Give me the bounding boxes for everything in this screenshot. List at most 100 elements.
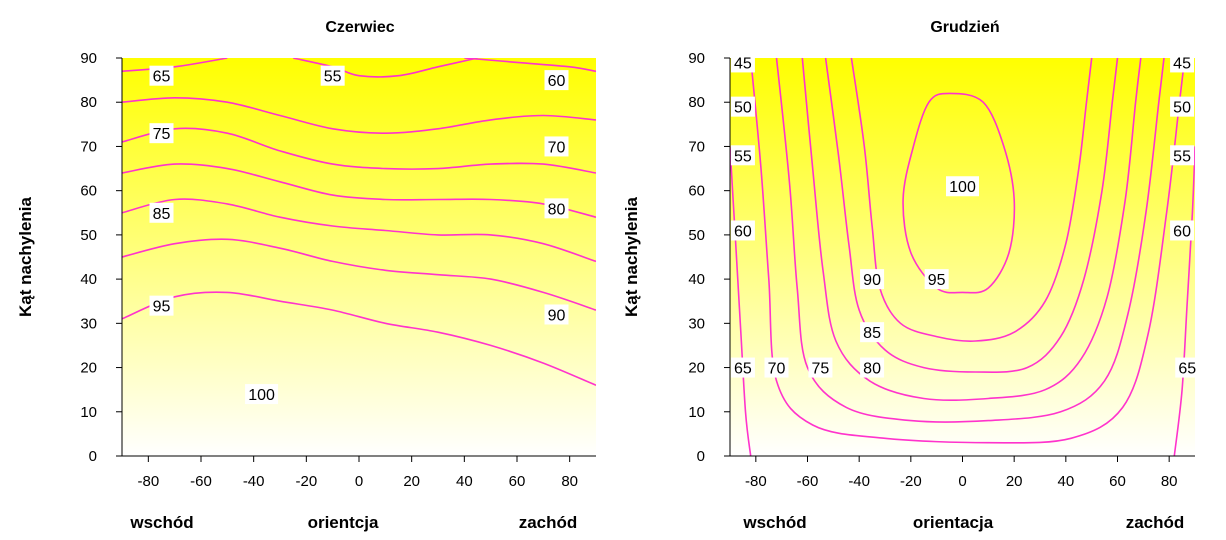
plot-area bbox=[122, 58, 596, 456]
y-tick-label: 0 bbox=[89, 448, 97, 465]
y-tick-label: 0 bbox=[697, 448, 705, 465]
contour-label: 65 bbox=[1178, 361, 1196, 378]
contour-label-bg bbox=[924, 269, 949, 290]
contour-label: 65 bbox=[153, 69, 171, 86]
contour-line-70 bbox=[122, 127, 596, 174]
x-tick-label: 80 bbox=[1161, 473, 1178, 490]
x-label-left: wschód bbox=[742, 513, 806, 532]
contour-label-bg bbox=[544, 304, 569, 325]
x-tick-label: -80 bbox=[745, 473, 767, 490]
x-tick-label: -60 bbox=[797, 473, 819, 490]
x-label-right: zachód bbox=[1126, 513, 1185, 532]
contour-label: 85 bbox=[863, 325, 881, 342]
contour-label: 100 bbox=[248, 387, 275, 404]
contour-lines bbox=[730, 58, 1195, 456]
y-tick-label: 20 bbox=[80, 360, 97, 377]
contour-label: 75 bbox=[153, 126, 171, 143]
contour-label: 75 bbox=[812, 361, 830, 378]
contour-label-bg bbox=[730, 357, 755, 378]
contour-line-75 bbox=[122, 163, 596, 218]
contour-label-bg bbox=[808, 357, 833, 378]
x-ticks: -80 -60 -40 -20 0 20 40 60 80 bbox=[745, 456, 1178, 490]
y-ticks: 0 10 20 30 40 50 60 70 80 90 bbox=[80, 50, 122, 465]
contour-label-bg bbox=[730, 52, 755, 73]
x-tick-label: -80 bbox=[137, 473, 159, 490]
contour-label: 95 bbox=[928, 272, 946, 289]
y-tick-label: 50 bbox=[80, 227, 97, 244]
contour-label: 60 bbox=[1173, 223, 1191, 240]
contour-label: 55 bbox=[324, 69, 342, 86]
contour-label-bg bbox=[1175, 357, 1200, 378]
contour-label: 70 bbox=[548, 139, 566, 156]
x-tick-label: 0 bbox=[958, 473, 966, 490]
x-tick-label: 40 bbox=[456, 473, 473, 490]
y-tick-label: 60 bbox=[80, 183, 97, 200]
contour-line-80 bbox=[122, 198, 596, 263]
x-label-center: orientacja bbox=[913, 513, 994, 532]
contour-label-bg bbox=[544, 70, 569, 91]
contour-line-60 bbox=[122, 58, 228, 73]
contour-labels: 65 55 60 75 70 85 80 95 90 100 bbox=[149, 65, 569, 405]
contour-label-bg bbox=[860, 322, 885, 343]
contour-label: 45 bbox=[1173, 55, 1191, 72]
contour-label: 100 bbox=[949, 179, 976, 196]
y-tick-label: 80 bbox=[80, 94, 97, 111]
x-label-left: wschód bbox=[129, 513, 193, 532]
x-tick-label: 60 bbox=[509, 473, 526, 490]
x-tick-label: -20 bbox=[295, 473, 317, 490]
contour-line-90 bbox=[122, 291, 596, 386]
contour-label-bg bbox=[1170, 220, 1195, 241]
contour-label-bg bbox=[1170, 145, 1195, 166]
contour-label-bg bbox=[544, 198, 569, 219]
contour-label: 55 bbox=[1173, 148, 1191, 165]
contour-line-70 bbox=[749, 58, 1186, 444]
contour-label-bg bbox=[764, 357, 789, 378]
x-tick-label: 20 bbox=[403, 473, 420, 490]
x-tick-label: 40 bbox=[1057, 473, 1074, 490]
contour-label: 90 bbox=[863, 272, 881, 289]
y-tick-label: 10 bbox=[80, 404, 97, 421]
contour-line-65 bbox=[122, 96, 596, 135]
contour-line-60 bbox=[464, 58, 596, 73]
contour-line-85 bbox=[824, 58, 1119, 373]
contour-label: 60 bbox=[734, 223, 752, 240]
contour-label-bg bbox=[1170, 96, 1195, 117]
contour-label-bg bbox=[730, 145, 755, 166]
contour-label: 80 bbox=[863, 361, 881, 378]
contour-labels: 45 45 50 50 55 55 60 60 100 90 95 85 65 70 75 80 65 bbox=[730, 52, 1200, 378]
contour-line-65 bbox=[730, 146, 752, 456]
contour-label-bg bbox=[544, 136, 569, 157]
y-tick-label: 50 bbox=[688, 227, 705, 244]
contour-lines bbox=[122, 58, 596, 386]
x-tick-label: 0 bbox=[355, 473, 363, 490]
chart-title: Czerwiec bbox=[325, 19, 394, 36]
contour-label-bg bbox=[149, 65, 174, 86]
contour-label: 65 bbox=[734, 361, 752, 378]
x-tick-label: 20 bbox=[1006, 473, 1023, 490]
contour-label: 55 bbox=[734, 148, 752, 165]
contour-label: 50 bbox=[734, 100, 752, 117]
y-tick-label: 90 bbox=[688, 50, 705, 67]
contour-label-bg bbox=[245, 384, 279, 405]
chart-title: Grudzień bbox=[930, 19, 999, 36]
contour-label-bg bbox=[860, 357, 885, 378]
x-label-center: orientcja bbox=[308, 513, 379, 532]
y-tick-label: 30 bbox=[688, 315, 705, 332]
y-tick-label: 70 bbox=[688, 138, 705, 155]
y-tick-label: 90 bbox=[80, 50, 97, 67]
contour-label-bg bbox=[730, 96, 755, 117]
y-tick-label: 30 bbox=[80, 315, 97, 332]
contour-label: 90 bbox=[548, 307, 566, 324]
contour-label-bg bbox=[946, 176, 979, 197]
contour-line-80 bbox=[801, 58, 1142, 402]
contour-label-bg bbox=[1170, 52, 1195, 73]
contour-line-65 bbox=[1173, 146, 1195, 456]
contour-line-90 bbox=[850, 58, 1093, 342]
y-tick-label: 40 bbox=[80, 271, 97, 288]
y-tick-label: 80 bbox=[688, 94, 705, 111]
y-ticks: 0 10 20 30 40 50 60 70 80 90 bbox=[688, 50, 730, 465]
contour-line-95 bbox=[902, 92, 1016, 294]
contour-label-bg bbox=[149, 202, 174, 223]
